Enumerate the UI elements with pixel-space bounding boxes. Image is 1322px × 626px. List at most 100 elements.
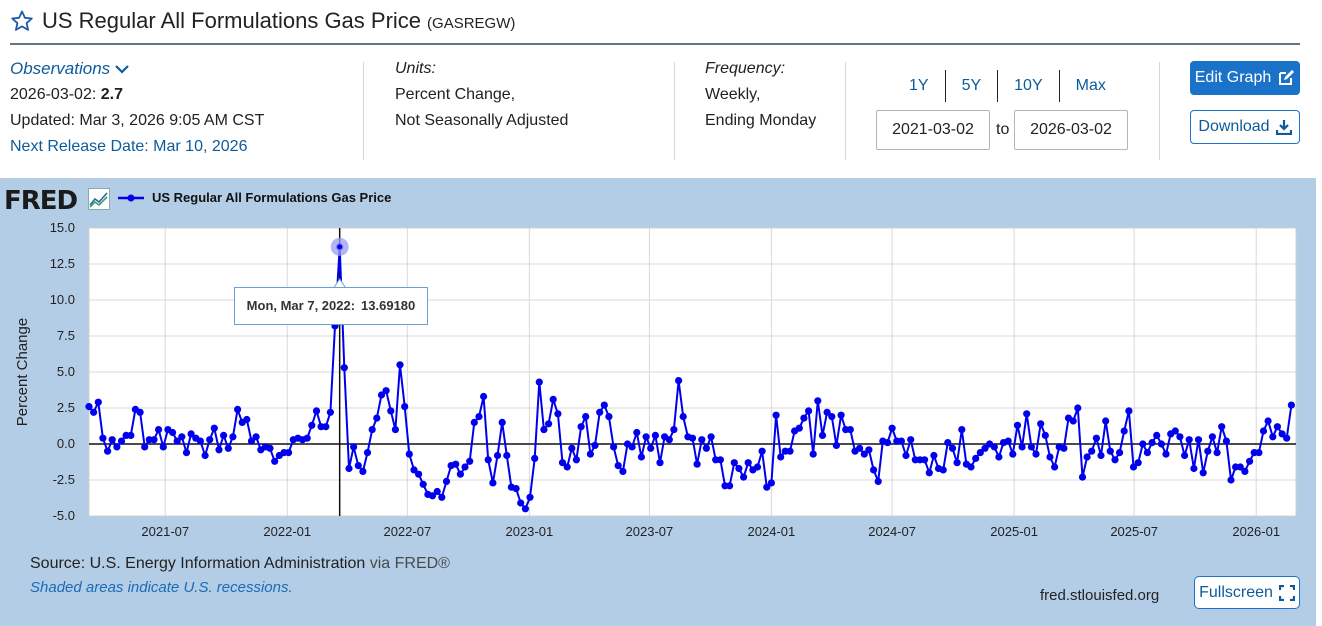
data-point <box>883 439 892 447</box>
data-point <box>856 444 864 452</box>
data-point <box>665 436 673 444</box>
data-point <box>1088 447 1096 455</box>
data-point <box>545 420 553 428</box>
data-point <box>1185 436 1193 444</box>
data-point <box>637 453 646 461</box>
data-point <box>108 436 116 444</box>
source-text: Source: U.S. Energy Information Administ… <box>30 555 450 573</box>
data-point <box>1153 431 1161 439</box>
data-point <box>846 426 854 434</box>
data-point <box>656 459 664 467</box>
data-point <box>312 407 321 415</box>
range-5y-button[interactable]: 5Y <box>946 70 999 102</box>
observations-toggle[interactable]: Observations <box>10 56 264 82</box>
data-point <box>633 428 641 437</box>
data-point <box>1097 451 1105 460</box>
next-release-link[interactable]: Next Release Date: Mar 10, 2026 <box>10 138 248 155</box>
data-point <box>610 443 618 451</box>
data-point <box>1241 467 1249 475</box>
data-point <box>619 467 627 475</box>
data-point <box>85 403 93 411</box>
fullscreen-button[interactable]: Fullscreen <box>1194 576 1300 609</box>
data-point <box>1060 444 1068 452</box>
data-point <box>1078 473 1087 481</box>
edit-icon <box>1279 70 1295 85</box>
data-point <box>489 479 497 487</box>
data-point <box>285 449 293 457</box>
title-divider <box>10 43 1300 45</box>
data-point <box>800 414 808 422</box>
data-point <box>271 457 279 465</box>
data-point <box>572 456 581 464</box>
data-point <box>456 470 464 478</box>
data-point <box>944 439 952 447</box>
frequency-line2: Ending Monday <box>705 112 817 129</box>
data-point <box>763 483 771 491</box>
data-point <box>828 413 836 421</box>
y-tick-label: -5.0 <box>53 508 75 523</box>
data-point <box>1194 436 1203 444</box>
data-point <box>549 395 557 403</box>
data-point <box>1264 417 1272 425</box>
chart[interactable]: 15.0 12.5 10.0 7.5 5.0 2.5 0.0 -2.5 -5.0 2021-07 2… <box>0 178 1316 626</box>
data-point <box>888 424 896 432</box>
data-point <box>428 492 437 500</box>
range-1y-button[interactable]: 1Y <box>893 70 946 102</box>
data-point <box>1176 433 1184 441</box>
data-point <box>707 433 715 441</box>
data-point <box>498 418 506 426</box>
data-point <box>229 433 237 441</box>
tooltip-date: Mon, Mar 7, 2022: <box>246 297 356 313</box>
data-point <box>1041 431 1049 439</box>
data-point <box>113 443 121 451</box>
star-icon[interactable] <box>10 9 34 33</box>
data-point <box>688 434 697 442</box>
range-10y-button[interactable]: 10Y <box>998 70 1060 102</box>
data-point <box>442 477 451 485</box>
frequency-line1: Weekly, <box>705 86 761 103</box>
data-point <box>1032 450 1040 458</box>
data-point <box>99 434 107 442</box>
data-point <box>1278 430 1286 438</box>
range-buttons: 1Y 5Y 10Y Max <box>893 70 1122 102</box>
data-point <box>726 482 734 490</box>
start-date-input[interactable] <box>876 110 990 150</box>
recession-note-link[interactable]: Shaded areas indicate U.S. recessions. <box>30 579 293 596</box>
data-point <box>117 437 126 445</box>
data-point <box>930 451 938 460</box>
data-point <box>178 433 186 441</box>
data-point <box>484 456 492 464</box>
download-button[interactable]: Download <box>1190 110 1300 144</box>
data-point <box>1190 464 1198 473</box>
data-point <box>396 361 404 369</box>
range-max-button[interactable]: Max <box>1075 77 1106 94</box>
data-point <box>586 450 595 458</box>
units-line1: Percent Change, <box>395 86 516 103</box>
data-point <box>1102 417 1110 425</box>
tooltip-caret <box>333 277 347 289</box>
data-point <box>902 451 910 460</box>
edit-graph-button[interactable]: Edit Graph <box>1190 61 1300 95</box>
title-row: US Regular All Formulations Gas Price (G… <box>10 6 515 36</box>
data-point <box>1027 443 1035 451</box>
x-tick-label: 2026-01 <box>1232 524 1280 539</box>
y-axis-label: Percent Change <box>14 318 31 426</box>
data-point <box>1069 417 1077 425</box>
fred-logo: FRED <box>4 186 78 216</box>
data-point <box>1283 434 1291 442</box>
end-date-input[interactable] <box>1014 110 1128 150</box>
data-point <box>716 456 725 464</box>
observation-date: 2026-03-02: <box>10 86 97 103</box>
y-tick-label: 5.0 <box>57 364 75 379</box>
data-point <box>753 463 762 471</box>
data-point <box>391 426 399 434</box>
data-point <box>531 454 539 462</box>
data-point <box>577 423 585 431</box>
data-point <box>818 431 827 439</box>
data-point <box>359 467 367 475</box>
x-tick-label: 2025-01 <box>990 524 1038 539</box>
data-point <box>493 451 502 460</box>
data-point <box>795 424 803 432</box>
data-point <box>1018 443 1026 451</box>
data-point <box>1004 437 1012 445</box>
